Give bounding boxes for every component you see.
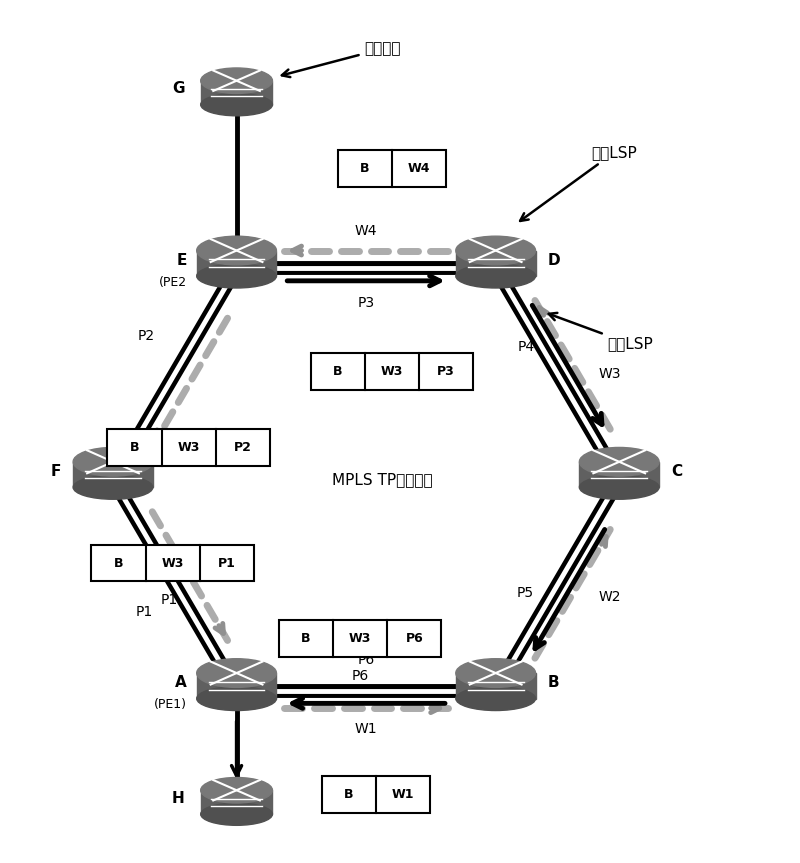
Polygon shape: [579, 462, 659, 488]
Text: P1: P1: [160, 594, 178, 608]
Text: W3: W3: [349, 633, 371, 646]
Text: MPLS TP骨干网络: MPLS TP骨干网络: [332, 472, 432, 487]
Text: W4: W4: [355, 224, 378, 238]
Text: B: B: [301, 633, 310, 646]
Text: A: A: [175, 675, 187, 690]
Ellipse shape: [73, 447, 153, 476]
Text: (PE1): (PE1): [154, 698, 187, 711]
FancyBboxPatch shape: [338, 150, 446, 186]
Text: G: G: [172, 81, 185, 96]
Text: C: C: [671, 463, 682, 479]
Text: W4: W4: [408, 162, 430, 175]
FancyBboxPatch shape: [107, 429, 270, 466]
Text: F: F: [51, 463, 61, 479]
Polygon shape: [73, 462, 153, 488]
Ellipse shape: [197, 658, 277, 688]
Polygon shape: [197, 250, 277, 276]
Text: P3: P3: [358, 296, 374, 310]
FancyBboxPatch shape: [91, 545, 254, 582]
Text: 工作LSP: 工作LSP: [520, 145, 637, 221]
Text: W3: W3: [599, 367, 622, 381]
Polygon shape: [456, 673, 535, 698]
Text: (PE2: (PE2: [159, 276, 187, 289]
Text: B: B: [344, 788, 354, 801]
Text: 业务连接: 业务连接: [282, 41, 401, 77]
Text: E: E: [177, 253, 187, 268]
Text: W1: W1: [392, 788, 414, 801]
FancyBboxPatch shape: [279, 620, 442, 657]
Ellipse shape: [456, 264, 535, 288]
Text: P3: P3: [438, 365, 455, 378]
Text: W1: W1: [355, 722, 378, 736]
Text: B: B: [114, 557, 123, 570]
Ellipse shape: [579, 447, 659, 476]
Text: P4: P4: [518, 340, 535, 354]
Text: P1: P1: [135, 605, 153, 619]
Ellipse shape: [456, 658, 535, 688]
Text: W2: W2: [599, 590, 622, 604]
FancyBboxPatch shape: [322, 776, 430, 813]
Text: P5: P5: [517, 586, 534, 600]
Ellipse shape: [456, 687, 535, 710]
Polygon shape: [201, 81, 273, 104]
FancyBboxPatch shape: [310, 353, 474, 390]
Text: W3: W3: [162, 557, 184, 570]
Text: P6: P6: [358, 652, 374, 667]
Ellipse shape: [197, 687, 277, 710]
Ellipse shape: [201, 803, 273, 825]
Text: B: B: [130, 441, 139, 454]
Ellipse shape: [456, 236, 535, 265]
Text: W3: W3: [381, 365, 403, 378]
Ellipse shape: [579, 476, 659, 500]
Ellipse shape: [201, 778, 273, 803]
Text: P6: P6: [406, 633, 423, 646]
Text: B: B: [333, 365, 342, 378]
Ellipse shape: [197, 236, 277, 265]
Text: P2: P2: [234, 441, 252, 454]
Text: B: B: [360, 162, 370, 175]
Ellipse shape: [201, 93, 273, 116]
Polygon shape: [456, 250, 535, 276]
Text: P6: P6: [351, 669, 369, 683]
Text: H: H: [172, 791, 185, 806]
Ellipse shape: [201, 68, 273, 93]
Polygon shape: [201, 791, 273, 814]
Text: W3: W3: [178, 441, 200, 454]
Polygon shape: [197, 673, 277, 698]
Ellipse shape: [73, 476, 153, 500]
Text: P2: P2: [138, 330, 155, 343]
Text: B: B: [547, 675, 559, 690]
Text: P1: P1: [218, 557, 236, 570]
Ellipse shape: [197, 264, 277, 288]
Text: D: D: [547, 253, 560, 268]
Text: 保护LSP: 保护LSP: [549, 313, 653, 351]
